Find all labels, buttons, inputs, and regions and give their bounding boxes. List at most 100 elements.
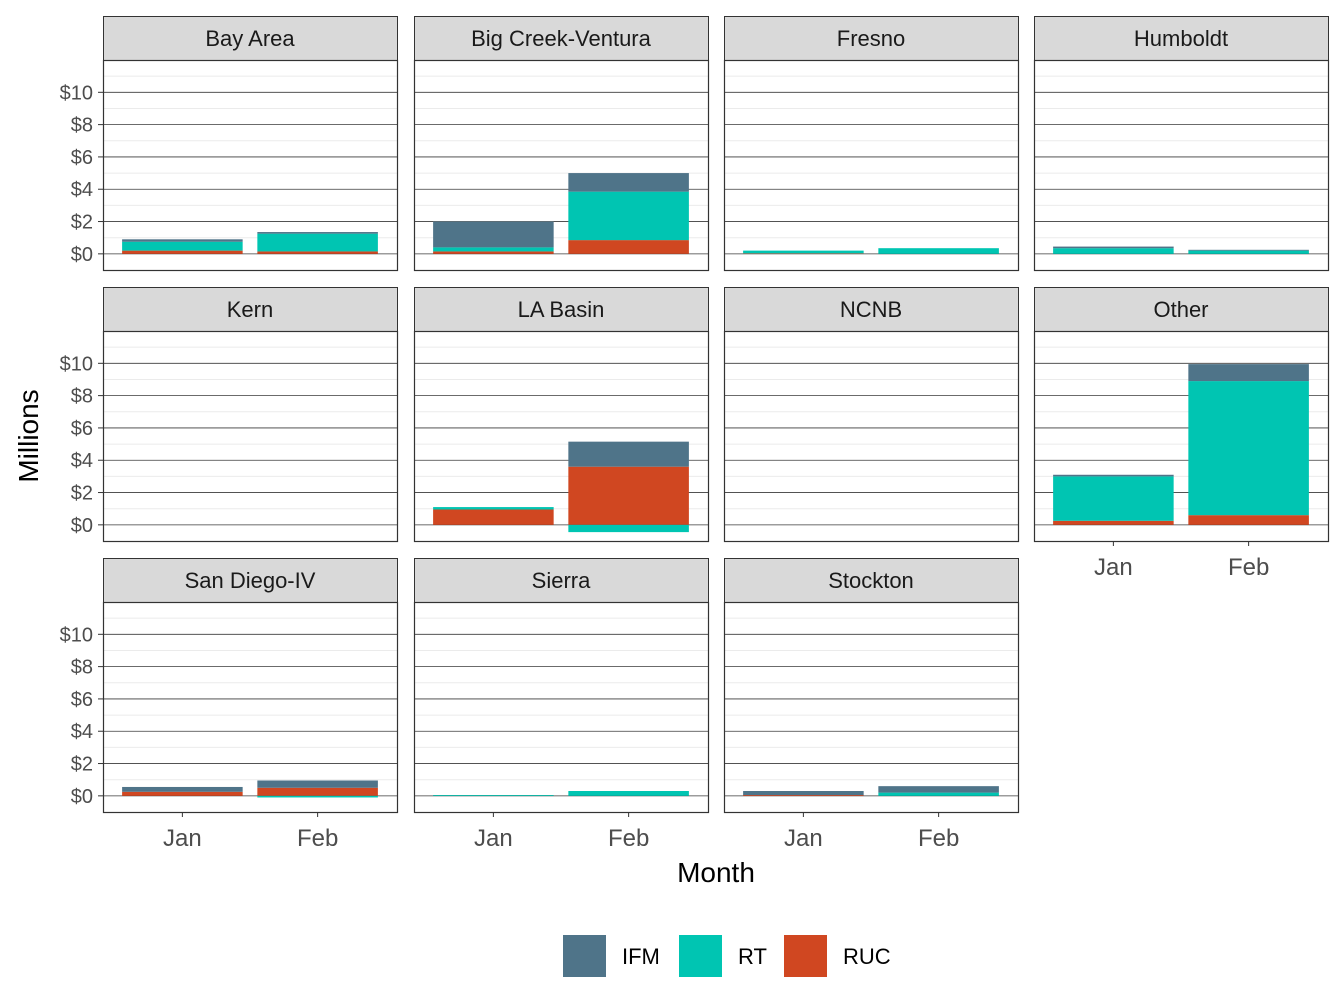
bar-segment-ruc [433,509,554,525]
panel-background [724,60,1019,271]
x-tick-label: Feb [608,825,649,852]
y-tick-label: $0 [71,244,93,266]
bar-segment-ifm [568,173,689,192]
facet-title: NCNB [840,297,902,322]
bar-segment-ifm [257,232,378,234]
facet-panel: Sierra Jan Feb [413,558,710,852]
y-tick-label: $2 [71,212,93,234]
bar-segment-ruc [122,791,243,796]
bar-segment-rt [1188,381,1309,516]
panel-border [102,330,399,543]
bar-segment-ifm [1188,364,1309,382]
x-axis-title: Month [677,857,755,888]
facet-strip [414,16,709,61]
bar-segment-rt [433,507,554,510]
facet-panel: LA Basin [413,287,710,543]
bar-segment-rt [433,247,554,252]
facet-title: Big Creek-Ventura [471,26,652,51]
facet-title: Sierra [532,568,591,593]
bar-segment-rt [122,241,243,251]
bar-segment-ruc [122,250,243,254]
panel-border [102,59,399,272]
facet-title: Other [1153,297,1208,322]
legend-key-rt [679,935,722,977]
facet-strip [724,16,1019,61]
bar-segment-rt [878,248,999,254]
facet-panel: Other Jan Feb [1033,287,1330,581]
bar-segment-ifm [1053,474,1174,477]
y-tick-label: $2 [71,754,93,776]
facet-title: San Diego-IV [185,568,316,593]
facet-panel: Humboldt [1033,16,1330,272]
bar-segment-ruc [743,253,864,254]
bar-segment-rt [743,250,864,254]
panel-border [102,601,399,814]
x-tick-label: Jan [784,825,823,852]
x-tick-label: Feb [297,825,338,852]
y-tick-label: $8 [71,657,93,679]
y-axis-title: Millions [13,389,44,482]
y-tick-label: $10 [60,624,93,646]
facet-panel: Big Creek-Ventura [413,16,710,272]
bar-segment-rt [568,191,689,241]
bar-segment-ruc [433,251,554,254]
bar-segment-rt [568,524,689,533]
x-tick-label: Jan [474,825,513,852]
panel-background [724,602,1019,813]
bar-segment-ifm [743,791,864,796]
bar-segment-ruc [568,240,689,254]
y-tick-label: $0 [71,786,93,808]
panel-border [1033,330,1330,543]
bar-segment-ifm [878,786,999,793]
bar-segment-rt [433,795,554,796]
y-tick-label: $10 [60,353,93,375]
facet-strip [414,558,709,603]
facet-panel: NCNB [723,287,1020,543]
facet-title: Kern [227,297,273,322]
bar-segment-ifm [122,239,243,242]
facet-strip [103,16,398,61]
y-tick-label: $6 [71,418,93,440]
x-tick-label: Feb [918,825,959,852]
bar-segment-ifm [568,441,689,467]
bar-segment-ifm [433,221,554,248]
bar-segment-ifm [122,786,243,792]
facet-panels: Bay Area $0 $2 $4 $6 $8 $10 Big Creek-Ventura Fr… [60,16,1330,852]
legend-label: IFM [622,944,660,969]
facet-strip [103,558,398,603]
facet-strip [724,558,1019,603]
y-tick-label: $0 [71,515,93,537]
panel-border [1033,59,1330,272]
facet-strip [724,287,1019,332]
bar-segment-rt [878,792,999,796]
facet-title: Stockton [828,568,914,593]
bar-segment-ruc [743,795,864,796]
y-tick-label: $2 [71,483,93,505]
bar-segment-ruc [1053,520,1174,525]
panel-border [723,601,1020,814]
legend-label: RT [738,944,767,969]
bar-segment-ifm [257,780,378,788]
facet-panel: Stockton Jan Feb [723,558,1020,852]
bar-segment-rt [1188,250,1309,254]
y-tick-label: $8 [71,115,93,137]
legend-key-ruc [784,935,827,977]
panel-background [414,602,709,813]
facet-title: Fresno [837,26,905,51]
panel-background [1034,60,1329,271]
bar-segment-rt [1053,476,1174,521]
y-tick-label: $4 [71,179,93,201]
facet-title: LA Basin [518,297,605,322]
panel-border [413,330,710,543]
facet-strip [103,287,398,332]
panel-border [723,59,1020,272]
x-tick-label: Jan [163,825,202,852]
legend-key-ifm [563,935,606,977]
legend: IFM RT RUC [563,935,891,977]
bar-segment-rt [257,233,378,252]
panel-background [724,331,1019,542]
facet-strip [1034,16,1329,61]
facet-title: Humboldt [1134,26,1228,51]
panel-border [413,59,710,272]
bar-segment-ifm [1188,249,1309,251]
